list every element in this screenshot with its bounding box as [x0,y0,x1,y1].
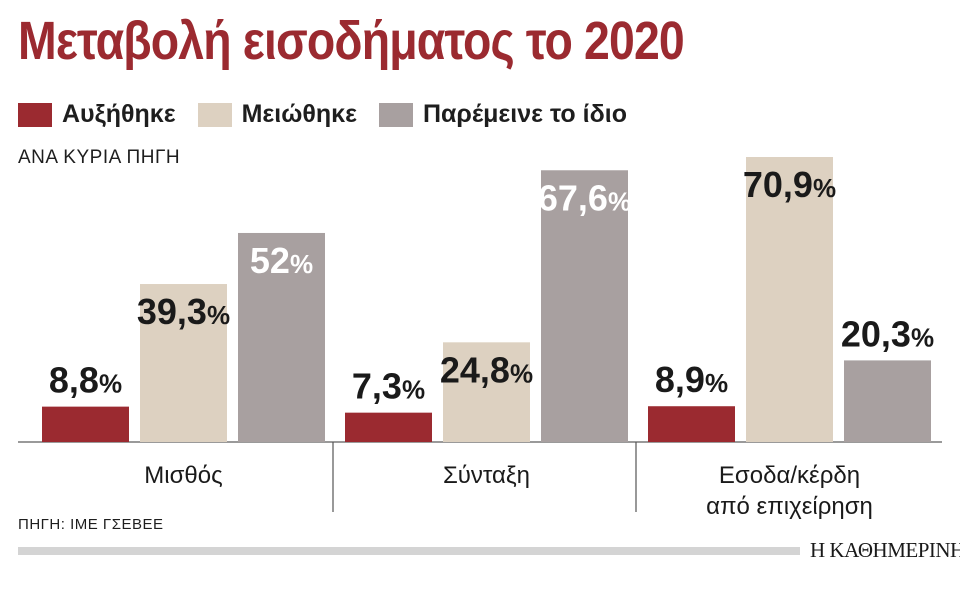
legend-label-decreased: Μειώθηκε [241,100,357,128]
category-label-2: Σύνταξη [443,462,530,489]
bar-3-1 [648,406,735,442]
chart-subtitle: ΑΝΑ ΚΥΡΙΑ ΠΗΓΗ [18,147,181,168]
category-label-3-line-2: από επιχείρηση [706,493,873,520]
data-label-3-2: 70,9% [743,164,836,205]
category-label-3-line-1: Εσοδα/κέρδη [719,462,860,489]
legend-item-increased: Αυξήθηκε [18,100,176,129]
bar-2-1 [345,412,432,442]
legend-swatch-decreased [197,102,232,127]
data-label-2-2: 24,8% [440,349,533,390]
legend-label-unchanged: Παρέμεινε το ίδιο [422,100,627,128]
legend-item-decreased: Μειώθηκε [197,100,357,129]
data-label-3-1: 8,9% [655,359,728,400]
publisher-logo: Η ΚΑΘΗΜΕΡΙΝΗ [810,538,960,562]
data-label-2-3: 67,6% [538,177,631,218]
bar-1-3 [238,232,325,442]
bar-2-3 [541,170,628,442]
bar-2-2 [443,342,530,442]
legend-label-increased: Αυξήθηκε [62,100,176,128]
bar-1-2 [140,284,227,442]
bar-3-3 [844,360,931,442]
data-label-2-1: 7,3% [352,366,425,407]
source-note: ΠΗΓΗ: ΙΜΕ ΓΣΕΒΕΕ [18,516,164,533]
data-label-3-3: 20,3% [841,313,934,354]
chart-title: Μεταβολή εισοδήματος το 2020 [18,11,685,71]
footer-divider [18,547,800,555]
data-label-1-3: 52% [250,240,313,281]
data-label-1-1: 8,8% [49,360,122,401]
bar-1-1 [42,406,129,442]
bar-3-2 [746,157,833,442]
category-label-1: Μισθός [144,462,222,489]
data-label-1-2: 39,3% [137,291,230,332]
bar-chart: 8,8% 39,3% 52% Μισθός 7,3% 24,8% 67,6% Σύνταξη 8… [18,157,942,520]
legend-swatch-unchanged [378,102,413,127]
legend-item-unchanged: Παρέμεινε το ίδιο [378,100,627,129]
legend-swatch-increased [18,102,52,127]
legend: Αυξήθηκε Μειώθηκε Παρέμεινε το ίδιο [18,100,627,129]
